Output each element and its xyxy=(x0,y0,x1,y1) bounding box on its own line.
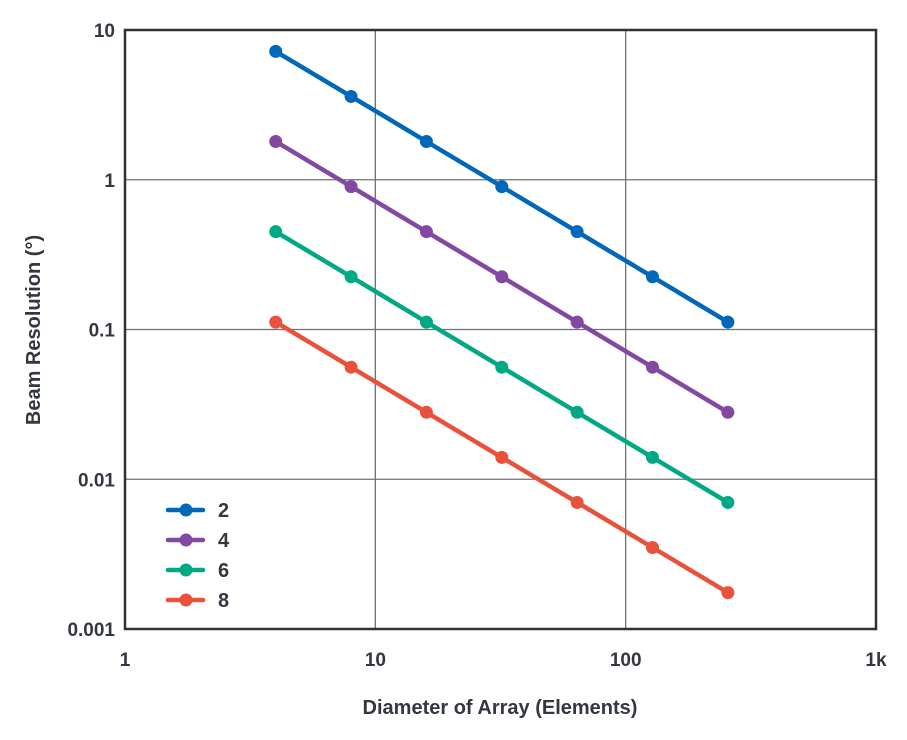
series-2 xyxy=(269,44,735,329)
legend-item: 2 xyxy=(165,500,229,522)
data-point xyxy=(570,405,584,419)
y-tick-label: 0.1 xyxy=(89,321,116,342)
y-axis-ticks: 0.001 0.01 0.1 1 10 xyxy=(67,21,115,641)
data-point xyxy=(344,270,358,284)
data-point xyxy=(721,405,735,419)
series-6 xyxy=(269,225,735,509)
data-point xyxy=(495,270,509,284)
x-axis-title: Diameter of Array (Elements) xyxy=(363,697,638,719)
y-tick-label: 10 xyxy=(94,21,115,42)
x-tick-label: 1 xyxy=(120,650,131,671)
data-point xyxy=(269,315,283,329)
legend-label: 8 xyxy=(218,590,229,612)
x-axis-ticks: 1 10 100 1k xyxy=(120,650,887,671)
data-point xyxy=(419,405,433,419)
data-point xyxy=(570,315,584,329)
data-point xyxy=(344,89,358,103)
data-point xyxy=(495,360,509,374)
y-axis-title: Beam Resolution (°) xyxy=(23,235,45,425)
data-point xyxy=(419,315,433,329)
data-point xyxy=(495,180,509,194)
legend-swatch-marker xyxy=(179,593,193,607)
legend-item: 8 xyxy=(165,590,229,612)
legend-label: 4 xyxy=(218,530,230,552)
y-tick-label: 0.01 xyxy=(78,470,115,491)
grid xyxy=(125,30,876,629)
legend-label: 6 xyxy=(218,560,229,582)
series-4 xyxy=(269,135,735,419)
plot-frame xyxy=(123,28,878,631)
x-tick-label: 1k xyxy=(865,650,887,671)
data-point xyxy=(646,541,660,555)
data-point xyxy=(721,315,735,329)
data-point xyxy=(570,225,584,239)
data-point xyxy=(269,135,283,149)
legend-item: 6 xyxy=(165,560,229,582)
data-point xyxy=(570,495,584,509)
data-point xyxy=(495,450,509,464)
y-tick-label: 1 xyxy=(104,171,115,192)
data-point xyxy=(419,225,433,239)
data-point xyxy=(646,450,660,464)
data-point xyxy=(269,225,283,239)
legend-item: 4 xyxy=(165,530,230,552)
x-tick-label: 10 xyxy=(365,650,386,671)
legend-swatch-marker xyxy=(179,503,193,517)
data-point xyxy=(344,360,358,374)
legend-label: 2 xyxy=(218,500,229,522)
data-point xyxy=(721,495,735,509)
series-layer xyxy=(269,44,735,600)
data-point xyxy=(646,360,660,374)
data-point xyxy=(419,135,433,149)
data-point xyxy=(344,180,358,194)
data-point xyxy=(269,44,283,58)
legend: 2 4 6 8 xyxy=(165,500,230,612)
x-tick-label: 100 xyxy=(610,650,642,671)
y-tick-label: 0.001 xyxy=(67,620,115,641)
data-point xyxy=(721,586,735,600)
legend-swatch-marker xyxy=(179,563,193,577)
data-point xyxy=(646,270,660,284)
legend-swatch-marker xyxy=(179,533,193,547)
series-8 xyxy=(269,315,735,600)
